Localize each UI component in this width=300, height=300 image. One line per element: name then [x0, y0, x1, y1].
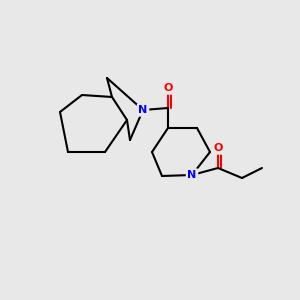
Text: O: O	[213, 143, 223, 153]
Text: N: N	[138, 105, 148, 115]
Text: N: N	[188, 170, 196, 180]
Text: O: O	[163, 83, 173, 93]
